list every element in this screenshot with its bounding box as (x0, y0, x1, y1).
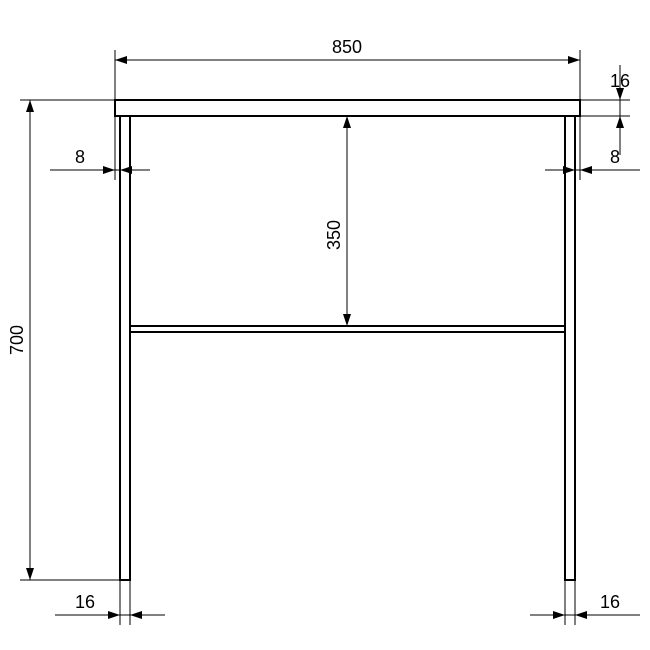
dim-leg-16-left: 16 (55, 580, 165, 625)
dim-thickness-16: 16 (580, 65, 630, 155)
left-leg (120, 116, 130, 580)
dim-width-850: 850 (115, 37, 580, 100)
dim-label-850: 850 (332, 37, 362, 57)
dim-label-8-left: 8 (75, 147, 85, 167)
dim-leg-16-right: 16 (530, 580, 640, 625)
dim-mid-350: 350 (324, 116, 351, 326)
dim-label-16-right: 16 (600, 592, 620, 612)
dim-label-16-top: 16 (610, 71, 630, 91)
technical-drawing: 850 16 8 8 700 (0, 0, 650, 650)
tabletop (115, 100, 580, 116)
dim-label-8-right: 8 (610, 147, 620, 167)
dim-label-350: 350 (324, 220, 344, 250)
crossbar (130, 326, 565, 332)
dim-gap-8-left: 8 (50, 116, 150, 180)
dim-label-16-left: 16 (75, 592, 95, 612)
dim-label-700: 700 (7, 325, 27, 355)
right-leg (565, 116, 575, 580)
dim-gap-8-right: 8 (545, 116, 640, 180)
